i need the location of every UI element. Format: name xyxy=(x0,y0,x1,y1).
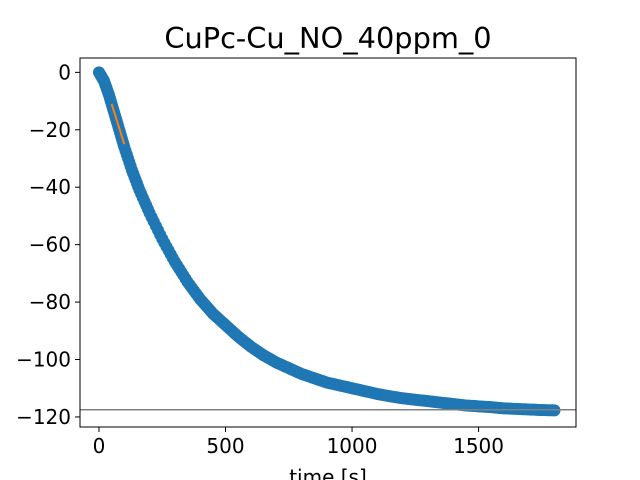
x-tick-label: 500 xyxy=(206,434,244,458)
plot-area xyxy=(80,66,576,417)
y-tick-label: −80 xyxy=(29,290,71,314)
x-tick-label: 1500 xyxy=(453,434,504,458)
y-tick-label: −20 xyxy=(29,118,71,142)
y-tick-label: −100 xyxy=(16,348,71,372)
y-tick-label: 0 xyxy=(58,60,71,84)
plot-frame xyxy=(79,57,577,428)
fit-line xyxy=(110,103,126,145)
y-tick-label: −60 xyxy=(29,233,71,257)
x-axis-label: time [s] xyxy=(289,465,367,480)
y-tick-label: −40 xyxy=(29,175,71,199)
chart-title: CuPc-Cu_NO_40ppm_0 xyxy=(164,21,491,55)
y-tick-label: −120 xyxy=(16,405,71,429)
x-tick-label: 1000 xyxy=(327,434,378,458)
y-axis: 0 −20 −40 −60 −80 −100 −120 xyxy=(16,60,80,429)
x-tick-label: 0 xyxy=(93,434,106,458)
scatter-series xyxy=(92,66,561,417)
x-axis: 0 500 1000 1500 xyxy=(93,427,504,458)
